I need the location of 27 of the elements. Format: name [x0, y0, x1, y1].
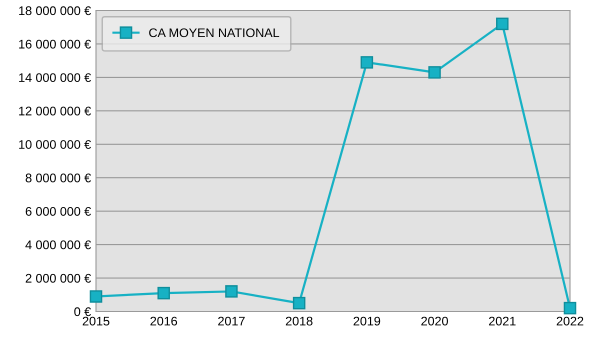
y-tick-label: 2 000 000 €: [26, 274, 91, 283]
y-tick-label: 16 000 000 €: [19, 40, 91, 49]
point: [225, 285, 238, 298]
x-tick-label: 2016: [150, 316, 178, 326]
x-tick-label: 2021: [489, 316, 516, 326]
y-tick-label: 8 000 000 €: [26, 174, 91, 182]
point: [157, 286, 170, 300]
point: [360, 56, 374, 69]
point: [564, 302, 576, 314]
y-tick-label: 18 000 000 €: [19, 6, 91, 16]
point: [428, 66, 441, 79]
y-tick-label: 4 000 000 €: [25, 240, 91, 250]
point: [90, 290, 102, 303]
y-tick-label: 6 000 000 €: [26, 206, 91, 216]
y-tick-label: 10 000 000 €: [19, 140, 91, 149]
point: [496, 18, 509, 30]
y-tick-label: 14 000 000 €: [19, 73, 91, 82]
legend-label: CA MOYEN NATIONAL: [149, 28, 280, 38]
y-tick-label: 12 000 000 €: [19, 106, 91, 116]
x-tick-label: 2022: [556, 316, 584, 326]
x-tick-label: 2017: [218, 316, 245, 326]
y-tick-label: 0 €: [74, 307, 91, 316]
x-tick-label: 2019: [354, 316, 380, 326]
x-tick-label: 2018: [286, 316, 313, 326]
x-tick-label: 2020: [421, 316, 448, 326]
x-tick-label: 2015: [82, 316, 110, 326]
point: [292, 296, 306, 310]
